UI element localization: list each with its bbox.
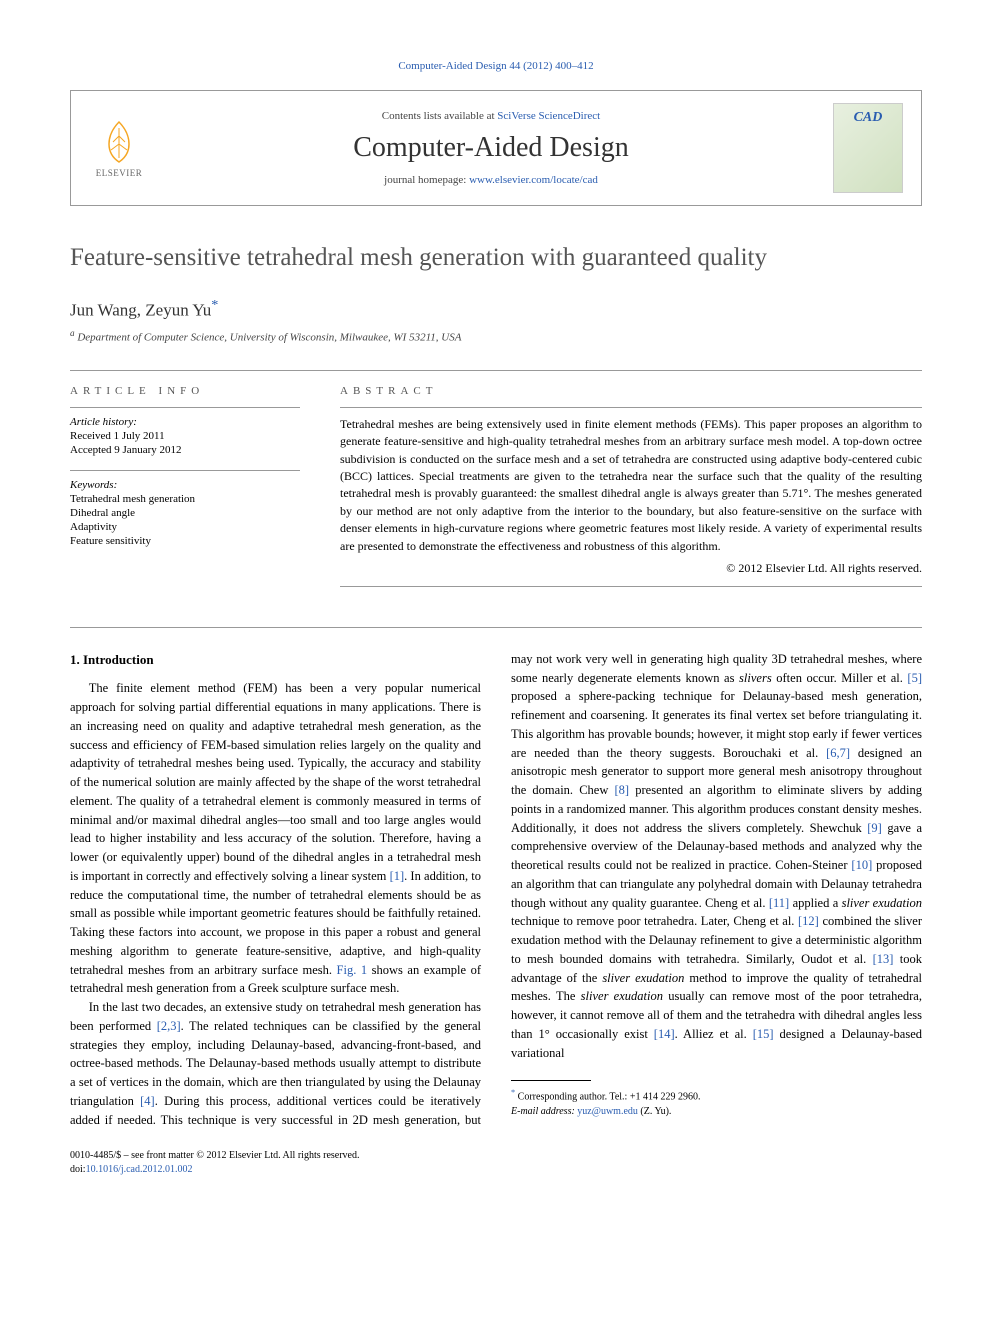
text: . In addition, to reduce the computation… xyxy=(70,869,481,977)
author-names[interactable]: Jun Wang, Zeyun Yu xyxy=(70,300,211,319)
issn-line: 0010-4485/$ – see front matter © 2012 El… xyxy=(70,1149,922,1163)
corr-mark: * xyxy=(211,297,218,313)
elsevier-text: ELSEVIER xyxy=(96,168,143,178)
citation-link[interactable]: [9] xyxy=(867,821,882,835)
article-history: Article history: Received 1 July 2011 Ac… xyxy=(70,416,300,456)
homepage-line: journal homepage: www.elsevier.com/locat… xyxy=(167,174,815,186)
text: The finite element method (FEM) has been… xyxy=(70,681,481,883)
keyword: Tetrahedral mesh generation xyxy=(70,493,300,505)
contents-line: Contents lists available at SciVerse Sci… xyxy=(167,110,815,122)
accepted-date: Accepted 9 January 2012 xyxy=(70,444,300,456)
affiliation-marker: a xyxy=(70,328,75,338)
email-label: E-mail address: xyxy=(511,1106,575,1117)
divider xyxy=(70,370,922,371)
journal-ref-link[interactable]: Computer-Aided Design 44 (2012) 400–412 xyxy=(398,60,593,72)
page: Computer-Aided Design 44 (2012) 400–412 … xyxy=(0,0,992,1217)
paragraph: The finite element method (FEM) has been… xyxy=(70,679,481,998)
journal-cover-thumbnail: CAD xyxy=(833,103,903,193)
affiliation: a Department of Computer Science, Univer… xyxy=(70,328,922,344)
italic-term: slivers xyxy=(739,671,772,685)
citation-link[interactable]: [1] xyxy=(390,869,405,883)
footnote-block: * Corresponding author. Tel.: +1 414 229… xyxy=(511,1080,922,1118)
header-center: Contents lists available at SciVerse Sci… xyxy=(167,110,815,186)
citation-link[interactable]: [8] xyxy=(615,783,630,797)
italic-term: sliver exudation xyxy=(842,896,922,910)
journal-header: ELSEVIER Contents lists available at Sci… xyxy=(70,90,922,206)
abstract-text: Tetrahedral meshes are being extensively… xyxy=(340,416,922,555)
homepage-link[interactable]: www.elsevier.com/locate/cad xyxy=(469,174,598,186)
email-who: (Z. Yu). xyxy=(640,1106,671,1117)
copyright: © 2012 Elsevier Ltd. All rights reserved… xyxy=(340,561,922,576)
authors: Jun Wang, Zeyun Yu* xyxy=(70,297,922,321)
doi-label: doi: xyxy=(70,1164,86,1175)
article-info: ARTICLE INFO Article history: Received 1… xyxy=(70,385,300,595)
keyword: Adaptivity xyxy=(70,521,300,533)
citation-link[interactable]: [15] xyxy=(753,1027,774,1041)
citation-link[interactable]: [4] xyxy=(140,1094,155,1108)
text: applied a xyxy=(789,896,841,910)
article-info-heading: ARTICLE INFO xyxy=(70,385,300,397)
abstract-heading: ABSTRACT xyxy=(340,385,922,397)
footnote-separator xyxy=(511,1080,591,1081)
corresponding-author-footnote: * Corresponding author. Tel.: +1 414 229… xyxy=(511,1087,922,1118)
figure-link[interactable]: Fig. 1 xyxy=(337,963,368,977)
homepage-prefix: journal homepage: xyxy=(384,174,469,186)
info-abstract-row: ARTICLE INFO Article history: Received 1… xyxy=(70,385,922,595)
journal-name: Computer-Aided Design xyxy=(167,132,815,164)
divider xyxy=(70,470,300,471)
citation-link[interactable]: [6,7] xyxy=(826,746,850,760)
received-date: Received 1 July 2011 xyxy=(70,430,300,442)
cad-cover-title: CAD xyxy=(854,110,883,126)
divider xyxy=(340,407,922,408)
section-heading: 1. Introduction xyxy=(70,650,481,670)
email-link[interactable]: yuz@uwm.edu xyxy=(577,1106,638,1117)
citation-link[interactable]: [5] xyxy=(907,671,922,685)
tree-icon xyxy=(95,118,143,166)
italic-term: sliver exudation xyxy=(581,989,663,1003)
journal-reference: Computer-Aided Design 44 (2012) 400–412 xyxy=(70,60,922,72)
article-title: Feature-sensitive tetrahedral mesh gener… xyxy=(70,242,922,275)
corr-mark: * xyxy=(511,1088,515,1097)
text: often occur. Miller et al. xyxy=(772,671,908,685)
contents-prefix: Contents lists available at xyxy=(382,110,497,122)
citation-link[interactable]: [11] xyxy=(769,896,789,910)
abstract: ABSTRACT Tetrahedral meshes are being ex… xyxy=(340,385,922,595)
text: . Alliez et al. xyxy=(675,1027,753,1041)
doi-link[interactable]: 10.1016/j.cad.2012.01.002 xyxy=(86,1164,193,1175)
citation-link[interactable]: [2,3] xyxy=(157,1019,181,1033)
sciencedirect-link[interactable]: SciVerse ScienceDirect xyxy=(497,110,600,122)
citation-link[interactable]: [14] xyxy=(654,1027,675,1041)
keywords-label: Keywords: xyxy=(70,479,300,491)
corr-text: Corresponding author. Tel.: +1 414 229 2… xyxy=(518,1092,701,1103)
citation-link[interactable]: [12] xyxy=(798,914,819,928)
citation-link[interactable]: [10] xyxy=(851,858,872,872)
history-label: Article history: xyxy=(70,416,300,428)
text: technique to remove poor tetrahedra. Lat… xyxy=(511,914,798,928)
divider xyxy=(340,586,922,587)
italic-term: sliver exudation xyxy=(602,971,684,985)
keyword: Feature sensitivity xyxy=(70,535,300,547)
elsevier-logo: ELSEVIER xyxy=(89,113,149,183)
citation-link[interactable]: [13] xyxy=(873,952,894,966)
body-columns: 1. Introduction The finite element metho… xyxy=(70,650,922,1130)
footer: 0010-4485/$ – see front matter © 2012 El… xyxy=(70,1149,922,1177)
keywords-block: Keywords: Tetrahedral mesh generation Di… xyxy=(70,479,300,547)
affiliation-text: Department of Computer Science, Universi… xyxy=(77,332,461,344)
keyword: Dihedral angle xyxy=(70,507,300,519)
doi-line: doi:10.1016/j.cad.2012.01.002 xyxy=(70,1163,922,1177)
divider xyxy=(70,627,922,628)
divider xyxy=(70,407,300,408)
